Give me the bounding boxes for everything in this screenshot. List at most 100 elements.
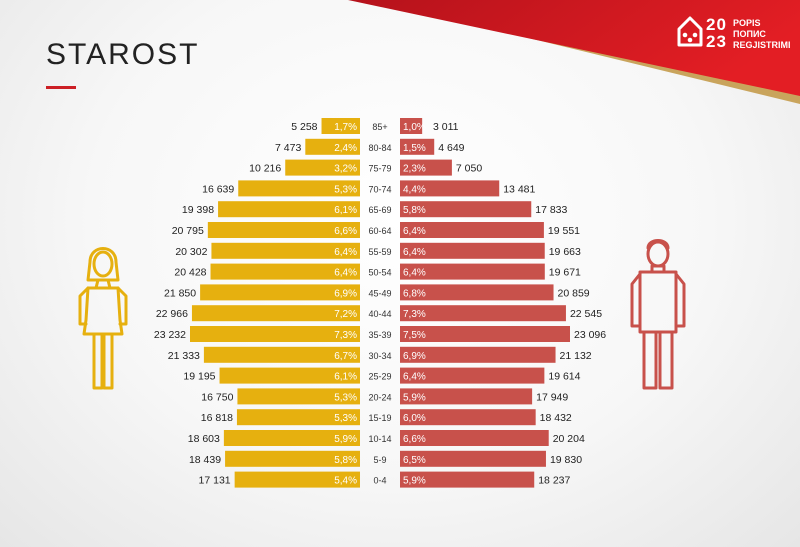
male-percent-label: 7,5% [403,330,426,341]
female-bar-65-69 [218,201,360,218]
female-bar-50-54 [210,263,360,280]
age-group-label: 30-34 [368,351,391,361]
male-value-label: 19 671 [549,267,581,279]
female-value-label: 7 473 [275,142,301,154]
age-group-label: 35-39 [368,330,391,340]
popis-logo: 20 23 POPIS ПОПИС REGJISTRIMI [676,14,791,58]
female-percent-label: 6,7% [334,351,357,362]
female-bar-55-59 [211,242,360,259]
female-value-label: 19 195 [183,371,215,383]
female-percent-label: 7,2% [334,309,357,320]
female-value-label: 17 131 [199,475,231,487]
age-group-label: 45-49 [368,288,391,298]
male-percent-label: 6,4% [403,372,426,383]
female-percent-label: 6,9% [334,288,357,299]
male-percent-label: 6,0% [403,413,426,424]
male-percent-label: 1,0% [403,122,426,133]
female-value-label: 16 639 [202,183,234,195]
male-value-label: 21 132 [560,350,592,362]
female-bar-60-64 [207,222,360,238]
male-value-label: 3 011 [433,121,459,133]
logo-words: POPIS ПОПИС REGJISTRIMI [733,18,791,51]
male-percent-label: 6,6% [403,434,426,445]
female-bar-45-49 [200,284,360,301]
female-percent-label: 6,6% [334,226,357,237]
age-group-label: 40-44 [368,309,391,319]
page-title: STAROST [46,38,200,71]
female-bar-35-39 [190,326,360,342]
female-percent-label: 5,8% [334,455,357,466]
female-value-label: 23 232 [154,329,186,341]
female-value-label: 16 750 [201,391,233,403]
female-bar-80-84 [305,138,360,155]
female-percent-label: 2,4% [334,143,357,154]
female-percent-label: 5,4% [334,476,357,487]
male-value-label: 22 545 [570,308,602,320]
age-group-label: 50-54 [368,268,391,278]
age-group-label: 25-29 [368,372,391,382]
age-group-label: 55-59 [368,247,391,257]
male-value-label: 19 830 [550,454,582,466]
age-group-label: 15-19 [368,413,391,423]
male-bar-70-74 [400,180,500,197]
age-group-label: 60-64 [368,226,391,236]
banner-red-band [348,0,800,96]
age-group-label: 85+ [372,122,387,132]
male-value-label: 17 833 [535,204,567,216]
age-group-label: 20-24 [368,392,391,402]
female-percent-label: 5,3% [334,413,357,424]
age-group-label: 75-79 [368,164,391,174]
female-value-label: 19 398 [182,204,214,216]
male-percent-label: 1,5% [403,143,426,154]
female-bar-30-34 [203,346,360,363]
header-banner [348,0,800,104]
male-percent-label: 6,4% [403,226,426,237]
male-value-label: 13 481 [503,183,535,195]
male-bar-55-59 [400,242,545,259]
male-percent-label: 5,8% [403,205,426,216]
female-bar-10-14 [223,430,360,446]
logo-year-bottom: 23 [706,32,727,51]
male-percent-label: 2,3% [403,164,426,175]
female-percent-label: 6,4% [334,247,357,258]
male-percent-label: 6,8% [403,288,426,299]
male-value-label: 20 859 [558,287,590,299]
male-bar-35-39 [400,326,570,342]
age-group-label: 0-4 [373,476,386,486]
female-value-label: 22 966 [156,308,188,320]
logo-year: 20 23 [706,16,727,50]
female-bar-0-4 [234,471,360,488]
male-bar-50-54 [400,263,545,280]
female-percent-label: 5,3% [334,392,357,403]
male-bar-75-79 [400,159,452,176]
male-bar-40-44 [400,305,566,322]
male-bar-25-29 [400,367,545,384]
woman-icon [78,247,128,390]
male-percent-label: 4,4% [403,184,426,195]
male-value-label: 18 432 [540,412,572,424]
male-value-label: 23 096 [574,329,606,341]
female-percent-label: 1,7% [334,122,357,133]
female-bar-25-29 [219,367,360,384]
male-bar-20-24 [400,388,533,405]
female-value-label: 20 428 [174,267,206,279]
male-bar-45-49 [400,284,554,301]
male-value-label: 18 237 [538,475,570,487]
house-logo-icon [677,16,703,47]
male-bar-85+ [400,118,423,134]
logo-year-top: 20 [706,15,727,34]
male-value-label: 19 551 [548,225,580,237]
age-group-label: 80-84 [368,143,391,153]
male-value-label: 4 649 [438,142,464,154]
male-bar-30-34 [400,346,556,363]
male-value-label: 20 204 [553,433,585,445]
male-percent-label: 5,9% [403,392,426,403]
logo-word-albanian: REGJISTRIMI [733,40,791,50]
male-bar-15-19 [400,409,536,426]
female-value-label: 20 795 [172,225,204,237]
male-percent-label: 6,5% [403,455,426,466]
female-bar-40-44 [191,305,360,322]
male-percent-label: 6,4% [403,268,426,279]
female-value-label: 21 333 [168,350,200,362]
